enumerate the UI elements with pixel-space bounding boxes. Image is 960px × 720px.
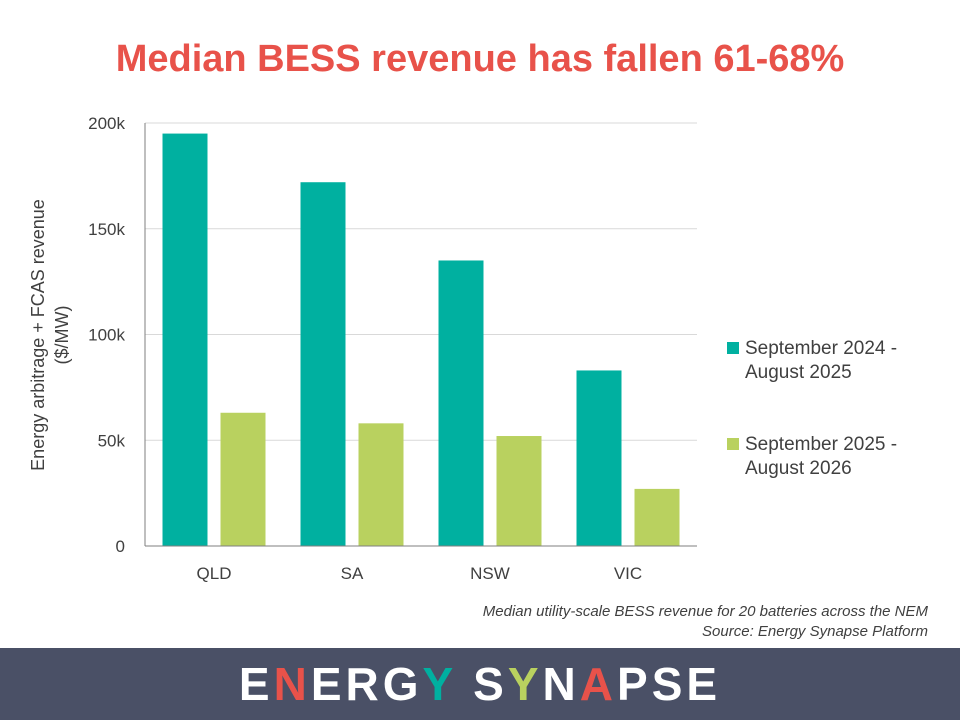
- logo-segment: N: [542, 658, 580, 710]
- y-tick-label: 50k: [98, 431, 126, 450]
- logo-segment: A: [579, 658, 618, 710]
- y-tick-labels: 0 50k 100k 150k 200k: [88, 114, 125, 556]
- bar-sa-series-1: [300, 182, 346, 546]
- x-tick-label-sa: SA: [341, 564, 364, 583]
- bar-vic-series-1: [576, 370, 622, 546]
- y-tick-label: 0: [116, 537, 125, 556]
- bar-vic-series-2: [634, 488, 680, 546]
- logo-segment: Y: [422, 658, 457, 710]
- energy-synapse-logo: ENERGY SYNAPSE: [239, 657, 721, 711]
- x-tick-labels: QLD SA NSW VIC: [197, 564, 643, 583]
- y-axis-title: Energy arbitrage + FCAS revenue: [28, 199, 48, 471]
- y-tick-label: 100k: [88, 326, 125, 345]
- chart-note-description: Median utility-scale BESS revenue for 20…: [482, 603, 928, 620]
- logo-segment: S: [456, 658, 508, 710]
- logo-segment: Y: [507, 658, 543, 710]
- chart-note-source: Source: Energy Synapse Platform: [702, 623, 928, 640]
- legend-swatch-1: [727, 342, 739, 354]
- axes: [144, 123, 697, 547]
- y-axis-title-unit: ($/MW): [52, 306, 72, 365]
- legend-swatch-2: [727, 438, 739, 450]
- x-tick-label-vic: VIC: [614, 564, 642, 583]
- logo-segment: N: [273, 658, 311, 710]
- chart-title: Median BESS revenue has fallen 61-68%: [115, 38, 845, 80]
- legend: September 2024 -August 2025 September 202…: [727, 338, 897, 479]
- y-tick-label: 150k: [88, 220, 125, 239]
- logo-segment: ERG: [310, 658, 423, 710]
- bar-chart: 0 50k 100k 150k 200k QLD SA NSW VIC Energy arbi…: [28, 114, 897, 583]
- bar-qld-series-1: [162, 133, 208, 546]
- logo-segment: E: [238, 658, 274, 710]
- bar-nsw-series-1: [438, 260, 484, 546]
- bar-nsw-series-2: [496, 436, 542, 546]
- legend-label-1: September 2024 -August 2025: [745, 338, 897, 383]
- footer-bar: ENERGY SYNAPSE: [0, 648, 960, 720]
- x-tick-label-qld: QLD: [197, 564, 232, 583]
- y-tick-label: 200k: [88, 114, 125, 133]
- bar-qld-series-2: [220, 412, 266, 546]
- x-tick-label-nsw: NSW: [470, 564, 510, 583]
- legend-label-2: September 2025 -August 2026: [745, 434, 897, 479]
- logo-segment: PSE: [617, 658, 722, 710]
- chart-notes: Median utility-scale BESS revenue for 20…: [483, 602, 928, 642]
- bar-sa-series-2: [358, 423, 404, 546]
- bars: [162, 133, 680, 546]
